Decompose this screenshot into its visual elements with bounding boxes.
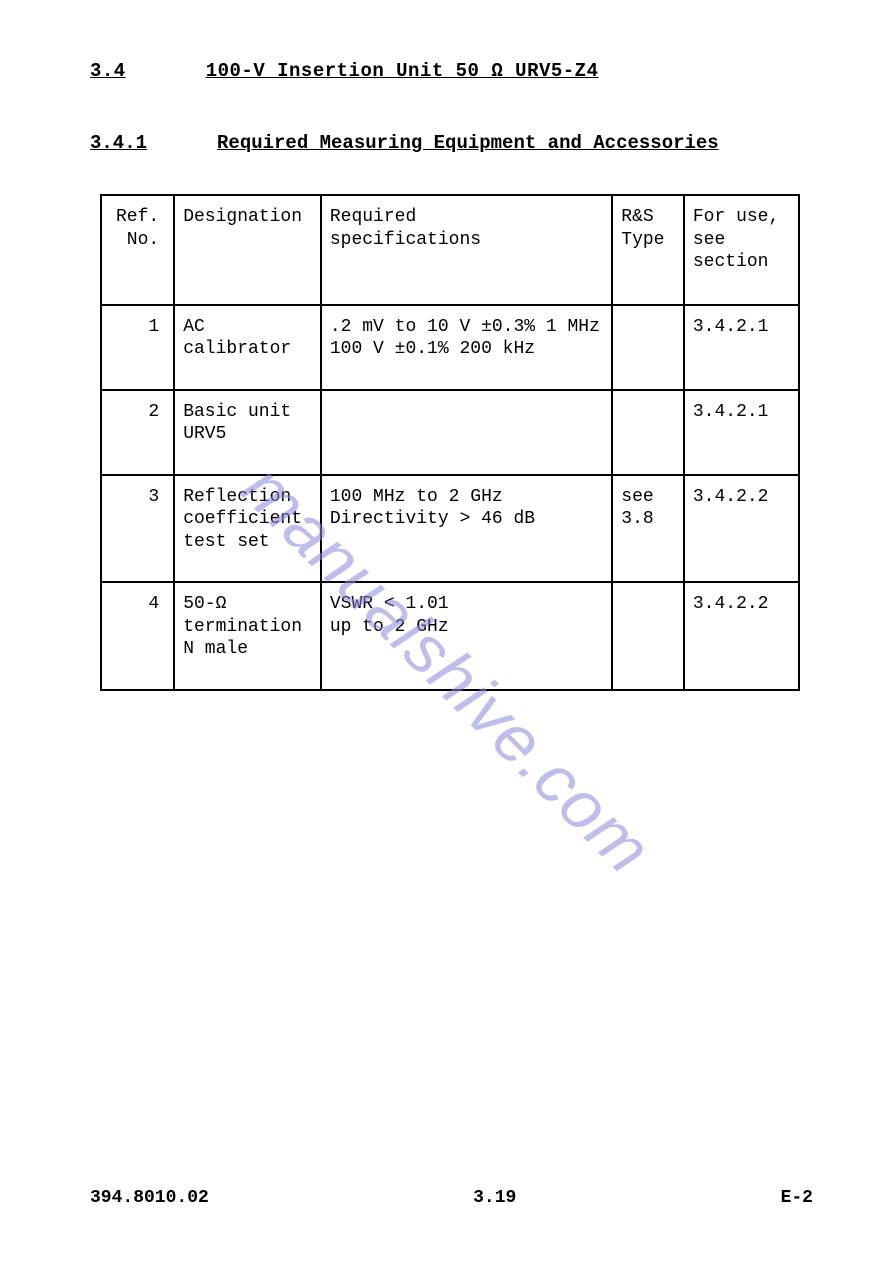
page: 3.4 100-V Insertion Unit 50 Ω URV5-Z4 3.… [0, 0, 893, 1263]
footer-right: E-2 [781, 1188, 813, 1208]
cell-type [612, 582, 684, 690]
cell-spec [321, 390, 612, 475]
footer-left: 394.8010.02 [90, 1188, 209, 1208]
col-des: Designation [174, 195, 321, 305]
col-spec: Required specifications [321, 195, 612, 305]
cell-des: Basic unit URV5 [174, 390, 321, 475]
cell-use: 3.4.2.1 [684, 390, 799, 475]
cell-spec: 100 MHz to 2 GHz Directivity > 46 dB [321, 475, 612, 583]
cell-ref: 3 [101, 475, 174, 583]
col-use: For use, see section [684, 195, 799, 305]
table-row: 1 AC calibrator .2 mV to 10 V ±0.3% 1 MH… [101, 305, 799, 390]
footer-center: 3.19 [473, 1188, 516, 1208]
subsection-title: Required Measuring Equipment and Accesso… [217, 132, 719, 154]
cell-ref: 1 [101, 305, 174, 390]
section-heading: 3.4 100-V Insertion Unit 50 Ω URV5-Z4 [90, 60, 823, 82]
subsection-heading: 3.4.1 Required Measuring Equipment and A… [90, 132, 823, 154]
cell-des: 50-Ω termination N male [174, 582, 321, 690]
col-ref: Ref. No. [101, 195, 174, 305]
table-row: 3 Reflection coefficient test set 100 MH… [101, 475, 799, 583]
cell-des: AC calibrator [174, 305, 321, 390]
table-row: 4 50-Ω termination N male VSWR < 1.01 up… [101, 582, 799, 690]
col-type: R&S Type [612, 195, 684, 305]
cell-spec: .2 mV to 10 V ±0.3% 1 MHz 100 V ±0.1% 20… [321, 305, 612, 390]
cell-use: 3.4.2.2 [684, 582, 799, 690]
subsection-number: 3.4.1 [90, 132, 147, 154]
cell-ref: 4 [101, 582, 174, 690]
cell-type: see 3.8 [612, 475, 684, 583]
cell-use: 3.4.2.1 [684, 305, 799, 390]
cell-des: Reflection coefficient test set [174, 475, 321, 583]
section-number: 3.4 [90, 60, 126, 82]
table-header-row: Ref. No. Designation Required specificat… [101, 195, 799, 305]
equipment-table: Ref. No. Designation Required specificat… [100, 194, 800, 691]
table-row: 2 Basic unit URV5 3.4.2.1 [101, 390, 799, 475]
cell-type [612, 305, 684, 390]
section-title: 100-V Insertion Unit 50 Ω URV5-Z4 [206, 60, 599, 82]
cell-type [612, 390, 684, 475]
page-footer: 394.8010.02 3.19 E-2 [90, 1188, 813, 1208]
cell-spec: VSWR < 1.01 up to 2 GHz [321, 582, 612, 690]
cell-use: 3.4.2.2 [684, 475, 799, 583]
cell-ref: 2 [101, 390, 174, 475]
